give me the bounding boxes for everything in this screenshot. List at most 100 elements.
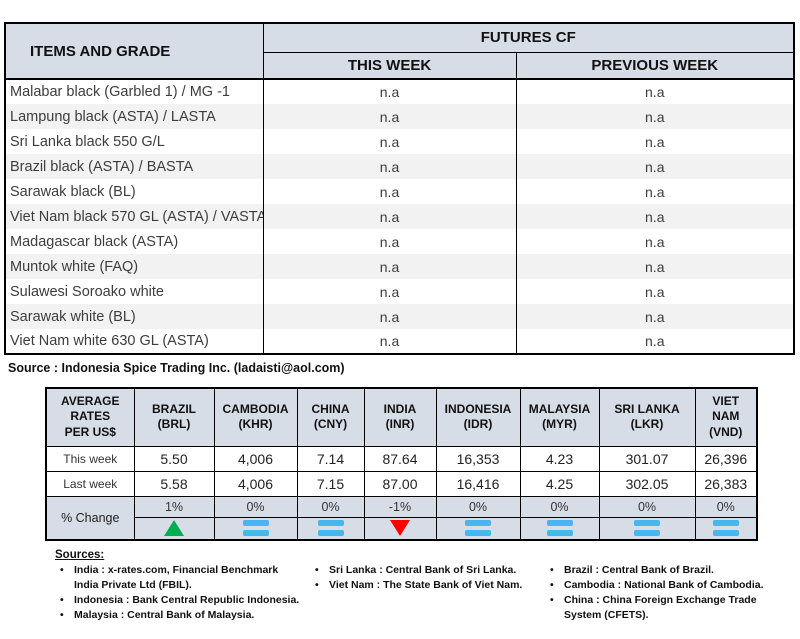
previous-week-cell: n.a (515, 104, 794, 129)
source-item: Malaysia : Central Bank of Malaysia. (55, 608, 305, 623)
exchange-rates-table: AVERAGE RATES PER US$ BRAZIL (BRL) CAMBOD… (45, 387, 758, 541)
rate-value: 302.05 (598, 470, 696, 497)
source-item: China : China Foreign Exchange Trade Sys… (545, 593, 791, 623)
futures-row: Sulawesi Soroako white n.a n.a (5, 279, 794, 304)
this-week-row: This week 5.50 4,006 7.14 87.64 16,353 4… (45, 445, 758, 472)
rate-value: 4,006 (213, 470, 298, 497)
rate-value: 4.25 (519, 470, 600, 497)
pct-value: 0% (694, 495, 758, 518)
rate-value: 7.14 (296, 445, 365, 472)
futures-row: Lampung black (ASTA) / LASTA n.a n.a (5, 104, 794, 129)
equals-icon (439, 520, 518, 537)
equals-icon (602, 520, 693, 537)
sources-column-1: India : x-rates.com, Financial Benchmark… (55, 563, 305, 623)
last-week-label: Last week (45, 470, 135, 497)
trend-icon-cell (694, 516, 758, 541)
futures-row: Sri Lanka black 550 G/L n.a n.a (5, 129, 794, 154)
sources-columns: India : x-rates.com, Financial Benchmark… (55, 563, 800, 623)
rate-value: 7.15 (296, 470, 365, 497)
item-cell: Brazil black (ASTA) / BASTA (10, 158, 194, 175)
futures-row: Muntok white (FAQ) n.a n.a (5, 254, 794, 279)
previous-week-cell: n.a (515, 79, 794, 104)
this-week-cell: n.a (262, 179, 516, 204)
futures-row: Brazil black (ASTA) / BASTA n.a n.a (5, 154, 794, 179)
rate-value: 26,383 (694, 470, 758, 497)
this-week-cell: n.a (262, 154, 516, 179)
futures-row: Viet Nam white 630 GL (ASTA) n.a n.a (5, 329, 794, 354)
rates-header-line: RATES (70, 409, 111, 424)
sources-heading: Sources: (55, 549, 105, 561)
source-item: Brazil : Central Bank of Brazil. (545, 563, 791, 578)
previous-week-cell: n.a (515, 204, 794, 229)
equals-icon (217, 520, 295, 537)
futures-subheader-row: THIS WEEK PREVIOUS WEEK (5, 52, 794, 80)
item-cell: Viet Nam white 630 GL (ASTA) (10, 333, 209, 349)
item-cell: Viet Nam black 570 GL (ASTA) / VASTA (10, 208, 263, 225)
trend-icon-cell (519, 516, 600, 541)
rate-value: 4,006 (213, 445, 298, 472)
country-header-malaysia: MALAYSIA (MYR) (519, 387, 600, 447)
pct-value: 0% (213, 495, 298, 518)
rates-header-row: AVERAGE RATES PER US$ BRAZIL (BRL) CAMBOD… (45, 387, 758, 447)
previous-week-cell: n.a (515, 304, 794, 329)
this-week-cell: n.a (262, 279, 516, 304)
pct-value: 0% (598, 495, 696, 518)
country-header-cambodia: CAMBODIA (KHR) (213, 387, 298, 447)
trend-icon-cell (363, 516, 437, 541)
sources-column-2: Sri Lanka : Central Bank of Sri Lanka. V… (305, 563, 543, 593)
bullet-icon (55, 608, 74, 623)
bullet-icon (310, 578, 329, 593)
futures-row: Viet Nam black 570 GL (ASTA) / VASTA n.a n… (5, 204, 794, 229)
futures-table: ITEMS AND GRADE FUTURES CF THIS WEEK PRE… (4, 22, 795, 355)
source-item: Indonesia : Bank Central Republic Indone… (55, 593, 305, 608)
equals-icon (698, 520, 755, 537)
country-header-indonesia: INDONESIA (IDR) (435, 387, 521, 447)
country-header-viet-nam: VIET NAM (VND) (694, 387, 758, 447)
rate-value: 26,396 (694, 445, 758, 472)
previous-week-cell: n.a (515, 229, 794, 254)
futures-row: Sarawak black (BL) n.a n.a (5, 179, 794, 204)
bullet-icon (55, 593, 74, 608)
bullet-icon (310, 563, 329, 578)
this-week-cell: n.a (262, 329, 516, 354)
country-header-sri-lanka: SRI LANKA (LKR) (598, 387, 696, 447)
this-week-cell: n.a (262, 204, 516, 229)
equals-icon (300, 520, 362, 537)
source-item: Sri Lanka : Central Bank of Sri Lanka. (310, 563, 543, 578)
item-cell: Sarawak black (BL) (10, 183, 136, 200)
up-triangle-icon (164, 520, 184, 537)
futures-cf-header: FUTURES CF (263, 23, 794, 53)
pct-value: -1% (363, 495, 437, 518)
pct-change-label: % Change (45, 495, 135, 541)
item-cell: Sri Lanka black 550 G/L (10, 133, 165, 150)
this-week-cell: n.a (262, 254, 516, 279)
trend-icon-cell (598, 516, 696, 541)
source-item: India : x-rates.com, Financial Benchmark… (55, 563, 305, 593)
rates-header-line: PER US$ (64, 425, 116, 440)
rate-value: 16,416 (435, 470, 521, 497)
bullet-icon (545, 563, 564, 578)
country-header-brazil: BRAZIL (BRL) (133, 387, 215, 447)
pct-change-row: % Change 1% 0% 0% -1% 0% 0% 0% 0% (45, 495, 758, 541)
item-cell: Muntok white (FAQ) (10, 258, 139, 275)
rate-value: 5.58 (133, 470, 215, 497)
rate-value: 16,353 (435, 445, 521, 472)
source-attribution: Source : Indonesia Spice Trading Inc. (l… (8, 361, 345, 375)
previous-week-cell: n.a (515, 254, 794, 279)
item-cell: Lampung black (ASTA) / LASTA (10, 108, 216, 125)
trend-icon-row (46, 516, 758, 541)
previous-week-cell: n.a (515, 154, 794, 179)
this-week-cell: n.a (262, 229, 516, 254)
this-week-cell: n.a (262, 104, 516, 129)
item-cell: Madagascar black (ASTA) (10, 233, 179, 250)
trend-icon-cell (435, 516, 521, 541)
previous-week-cell: n.a (515, 179, 794, 204)
previous-week-cell: n.a (515, 279, 794, 304)
down-triangle-icon (390, 520, 410, 537)
sources-column-3: Brazil : Central Bank of Brazil. Cambodi… (543, 563, 791, 623)
previous-week-cell: n.a (515, 329, 794, 354)
rate-value: 5.50 (133, 445, 215, 472)
trend-icon-cell (296, 516, 365, 541)
pct-value: 1% (133, 495, 215, 518)
rate-value: 301.07 (598, 445, 696, 472)
